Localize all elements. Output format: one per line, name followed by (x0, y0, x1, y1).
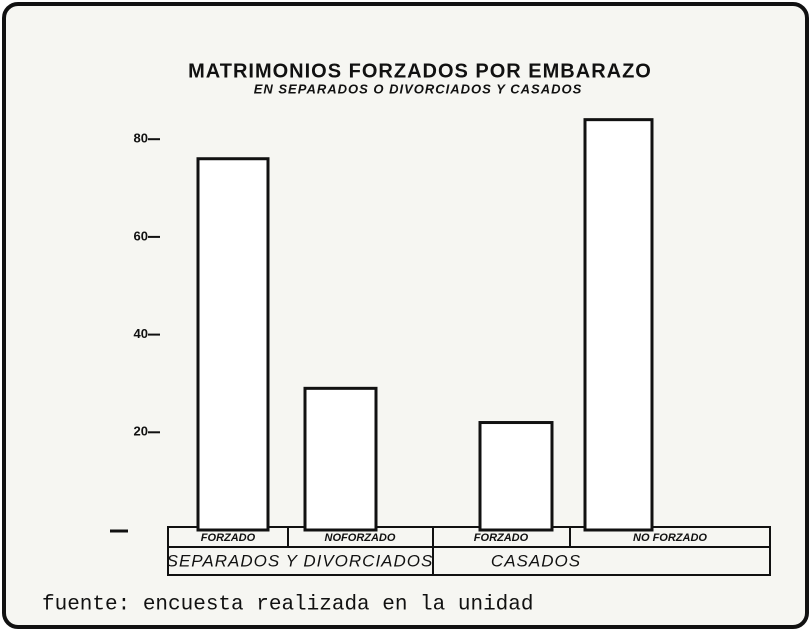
chart-subtitle: EN SEPARADOS O DIVORCIADOS Y CASADOS (254, 81, 583, 96)
x-tick-label: NOFORZADO (325, 532, 396, 544)
bar (478, 421, 554, 532)
x-tick-label: FORZADO (201, 532, 256, 544)
y-tick-label: 20 (134, 424, 148, 439)
bar (196, 157, 270, 532)
bar (303, 386, 378, 532)
group-row (167, 546, 771, 576)
x-tick-label: FORZADO (474, 532, 529, 544)
y-tick-label: 80 (134, 131, 148, 146)
y-tick-label: 40 (134, 326, 148, 341)
source-note: fuente: encuesta realizada en la unidad (42, 594, 533, 617)
x-tick-label: NO FORZADO (633, 532, 707, 544)
group-label: CASADOS (491, 551, 581, 570)
bar (583, 118, 654, 532)
group-label: SEPARADOS Y DIVORCIADOS (167, 551, 434, 570)
y-tick-label: 60 (134, 228, 148, 243)
chart-title: MATRIMONIOS FORZADOS POR EMBARAZO (188, 60, 652, 82)
